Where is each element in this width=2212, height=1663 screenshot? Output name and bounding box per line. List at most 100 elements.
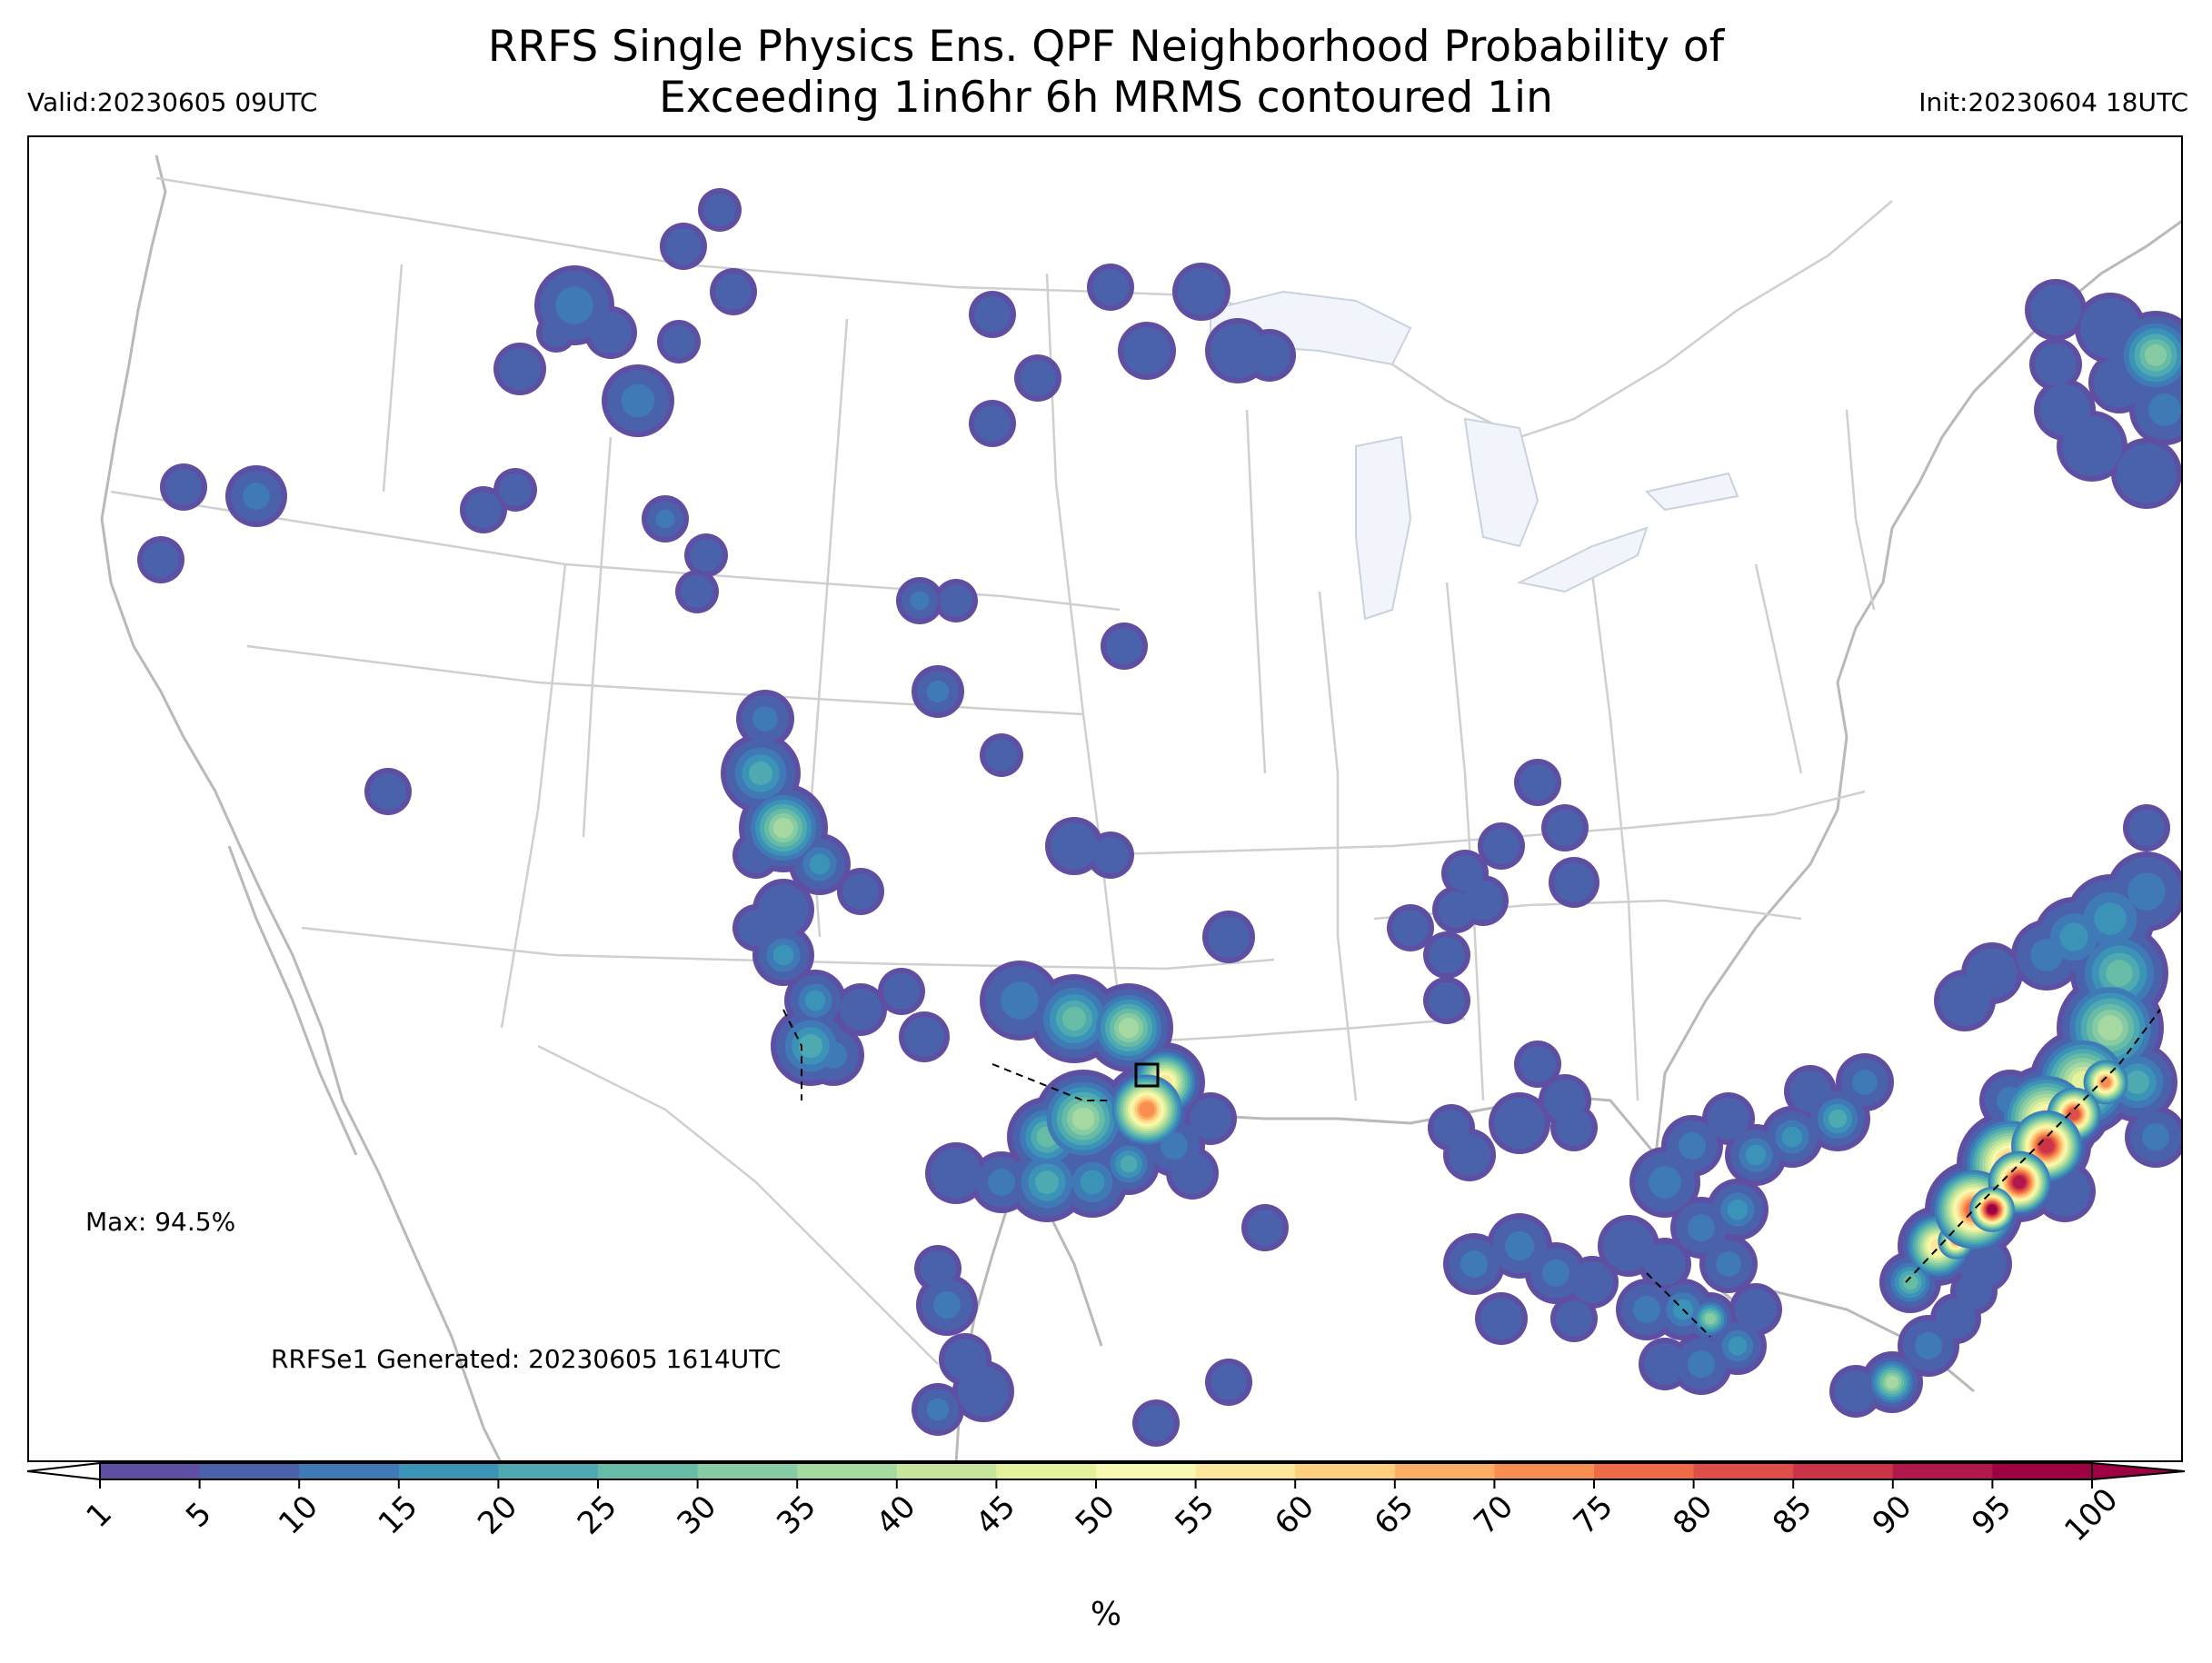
probability-blob [1789,1070,1831,1112]
baja-coast-line [227,845,358,1156]
probability-blob [1603,1220,1654,1271]
map-panel [27,135,2183,1462]
probability-blob [1939,975,1990,1026]
lake-huron [1463,417,1539,548]
state-line [1245,409,1267,774]
probability-blob [555,286,593,324]
state-line [1082,790,1866,857]
probability-blob [931,1148,981,1199]
probability-blob [621,383,655,418]
probability-blob [1061,1006,1087,1031]
probability-blob [1190,1098,1231,1140]
probability-blob [1211,1364,1247,1400]
title-line-2: Exceeding 1in6hr 6h MRMS contoured 1in [659,73,1553,123]
probability-blob [1716,1251,1741,1277]
probability-blob [2128,810,2165,846]
state-line [301,926,1275,971]
probability-blob [920,1250,956,1287]
probability-blob [1249,334,1290,376]
colorbar-tick-label: 30 [670,1489,723,1542]
probability-blob [1542,1260,1569,1287]
colorbar-tick-label: 45 [969,1489,1022,1542]
mrms-contour [1905,1009,2161,1283]
colorbar-tick-label: 20 [471,1489,524,1542]
probability-blob [165,469,202,505]
colorbar-tick-label: 95 [1965,1489,2018,1542]
probability-blob [1520,1046,1556,1082]
probability-blob [1649,1166,1681,1199]
probability-blob [1020,360,1056,396]
probability-blob [1001,981,1039,1020]
probability-blob [2125,1070,2150,1095]
lake-ontario [1645,472,1739,512]
probability-blob [2094,902,2127,935]
colorbar-tick-label: 25 [571,1489,624,1542]
probability-blob [465,492,502,528]
colorbar-segment [697,1463,798,1479]
state-line [582,436,613,838]
state-line [1754,563,1803,774]
probability-blob [1547,810,1583,846]
colorbar-tick-label: 35 [770,1489,823,1542]
probability-blob [690,539,722,572]
mrms-1in-contours [782,1009,2161,1338]
colorbar-segment [1892,1463,1993,1479]
probability-blob [1902,1274,1918,1290]
probability-blob [910,591,930,611]
probability-blob [842,873,879,910]
probability-blob [499,348,541,390]
probability-blob [590,312,632,354]
probability-blob [2012,1175,2027,1190]
probability-blob [1644,1243,1686,1285]
probability-blob [715,274,752,310]
probability-blob [1781,1126,1803,1148]
lake-erie [1516,526,1649,593]
probability-blob [1118,1017,1140,1039]
colorbar-tick-label: 5 [179,1495,219,1535]
probability-blob [1679,1132,1706,1160]
probability-blob [1429,937,1465,973]
probability-blob [772,944,794,966]
probability-blob [681,575,713,608]
probability-blob [974,296,1011,333]
colorbar-segment [896,1463,997,1479]
colorbar-segment [996,1463,1097,1479]
probability-blob [1688,1214,1715,1241]
colorbar-tick-label: 80 [1666,1489,1719,1542]
probability-blob [1120,1155,1138,1173]
valid-time: Valid:20230605 09UTC [27,87,318,117]
probability-blob [1644,1343,1686,1385]
box-marker-icon [1134,1062,1160,1088]
probability-blob [748,761,773,786]
probability-blob [974,405,1011,442]
probability-blob [1208,916,1250,958]
colorbar-segment [498,1463,599,1479]
colorbar-ticks: 1 5 10 15 20 25 30 35 40 45 50 55 60 65 70 75 80 85 90 95 10… [79,1479,2125,1548]
generated-note: RRFSe1 Generated: 20230605 1614UTC [271,1344,782,1374]
probability-blob [1504,1230,1535,1261]
west-coast-line [100,154,502,1460]
colorbar-segment [1096,1463,1197,1479]
colorbar-segment [1693,1463,1794,1479]
probability-blob [1106,628,1142,664]
state-line [500,563,567,1029]
probability-blob [1480,1298,1522,1339]
colorbar-tick-label: 100 [2058,1481,2125,1548]
probability-blob [663,325,695,358]
mrms-contour [782,1009,802,1100]
probability-blob [1463,881,1503,921]
probability-blob [1034,1170,1060,1195]
probability-blob [2097,1015,2123,1041]
probability-blob [2127,872,2166,911]
colorbar-tick-label: 70 [1467,1489,1520,1542]
probability-blob [2145,344,2167,366]
probability-blob [1080,1170,1105,1195]
colorbar-tick-label: 1 [79,1495,119,1535]
probability-blob [2142,1123,2169,1150]
probability-blob [804,990,826,1011]
state-line [1590,573,1639,1101]
colorbar: 1 5 10 15 20 25 30 35 40 45 50 55 60 65 70 75 80 85 90 95 10… [26,1461,2186,1548]
colorbar-tick-label: 40 [870,1489,923,1542]
probability-blob [809,853,831,875]
colorbar-segment [1793,1463,1894,1479]
